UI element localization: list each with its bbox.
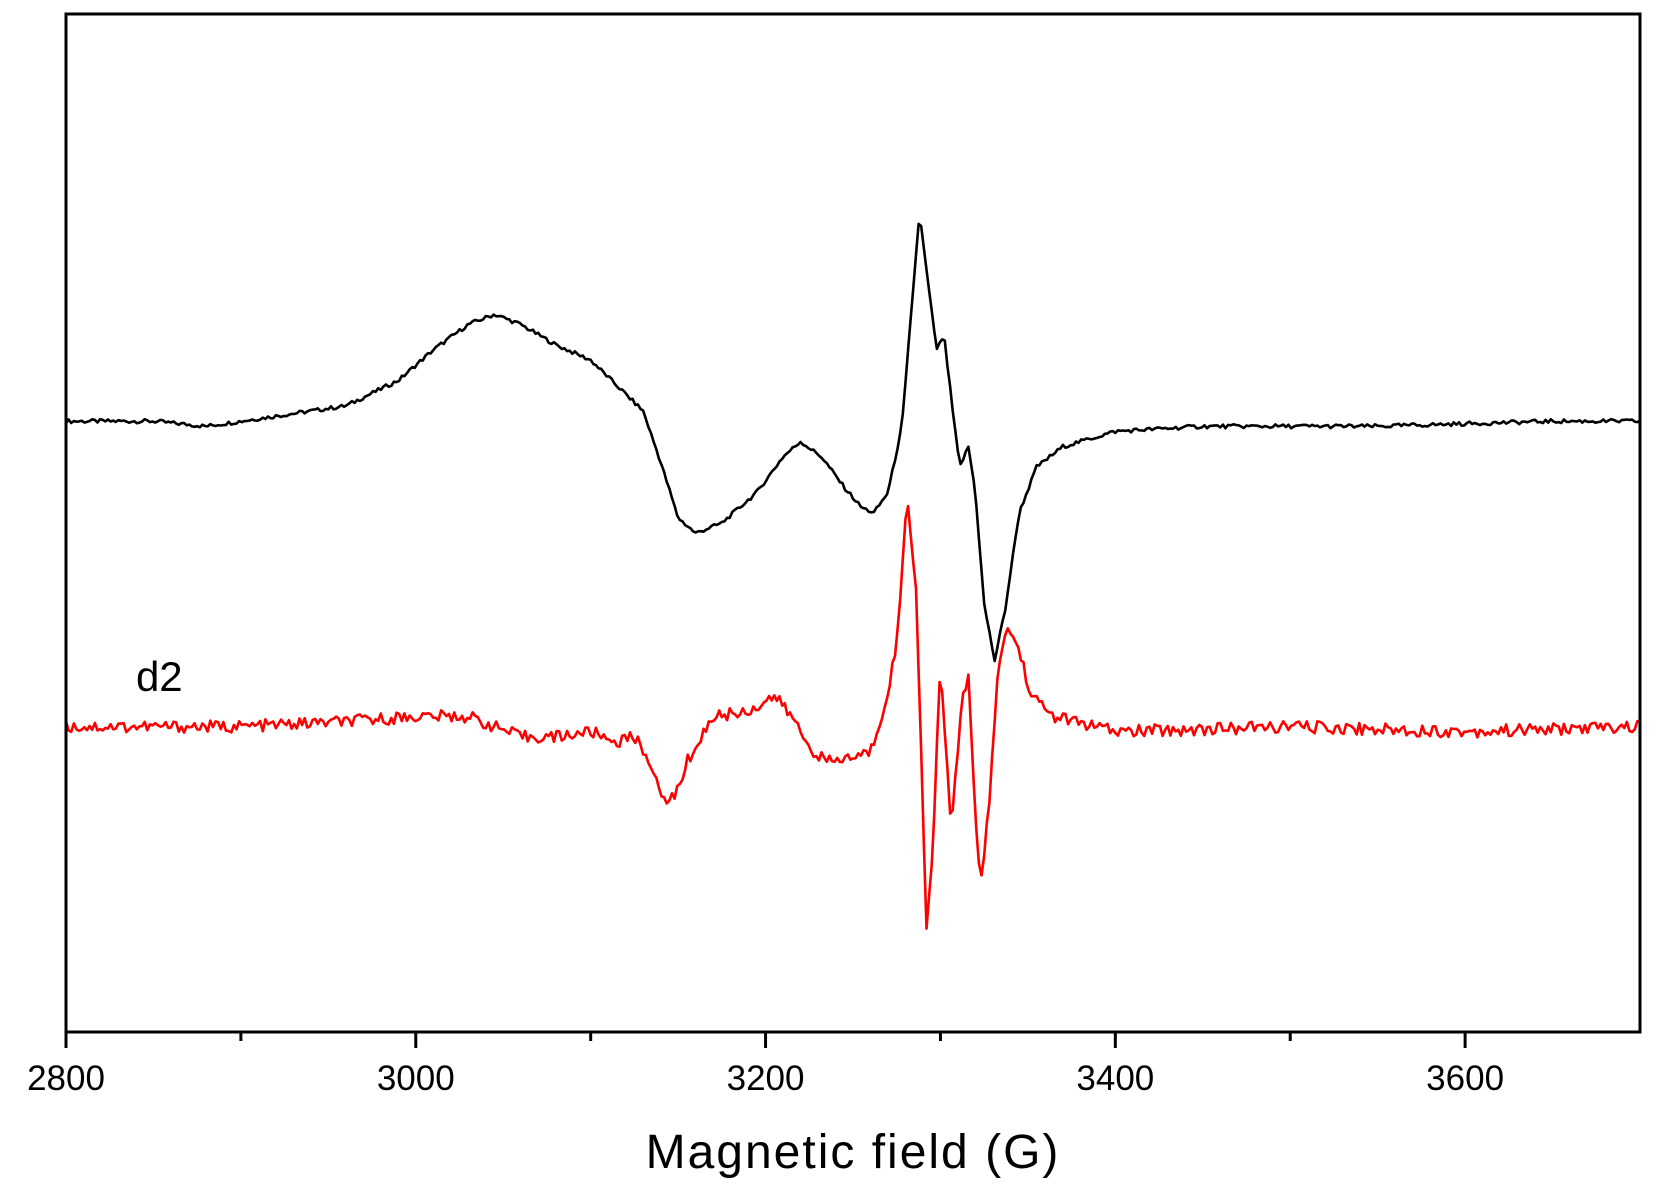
- x-axis-tick-labels: 2800 3000 3200 3400 3600: [27, 1059, 1504, 1098]
- x-tick-label-2800: 2800: [27, 1059, 105, 1098]
- x-tick-label-3400: 3400: [1076, 1059, 1154, 1098]
- series-line-1: [64, 222, 1641, 663]
- plot-frame: [64, 12, 1642, 1034]
- x-axis-ticks: [64, 1032, 1467, 1048]
- series-annotation-d2: d2: [136, 653, 183, 700]
- x-tick-label-3200: 3200: [727, 1059, 805, 1098]
- x-tick-label-3000: 3000: [377, 1059, 455, 1098]
- series-line-2: [64, 504, 1641, 930]
- series-layer: [64, 222, 1641, 930]
- x-axis-title: Magnetic field (G): [646, 1126, 1061, 1179]
- x-tick-label-3600: 3600: [1426, 1059, 1504, 1098]
